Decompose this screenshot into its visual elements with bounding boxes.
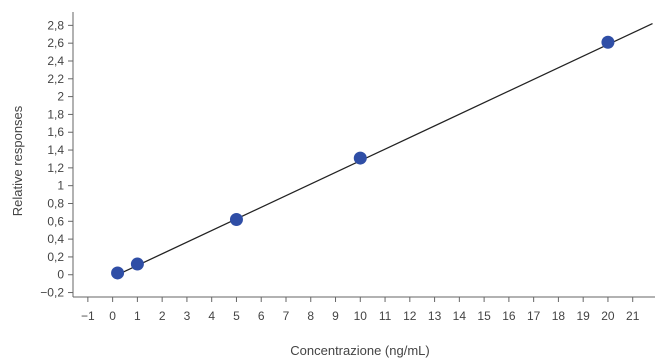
x-tick-label: 1 <box>134 309 141 323</box>
x-tick-label: 2 <box>159 309 166 323</box>
data-point <box>111 266 125 280</box>
data-point <box>130 257 144 271</box>
y-axis-label: Relative responses <box>10 105 25 216</box>
x-tick-label: 20 <box>601 309 615 323</box>
y-tick-label: 1,2 <box>47 161 64 175</box>
x-tick-label: 5 <box>233 309 240 323</box>
y-tick-label: 0,4 <box>47 232 64 246</box>
y-tick-label: 0,8 <box>47 196 64 210</box>
y-tick-label: 0 <box>57 268 64 282</box>
x-tick-label: 7 <box>283 309 290 323</box>
fit-line-group <box>117 22 653 276</box>
x-tick-label: 9 <box>332 309 339 323</box>
y-tick-label: 2,6 <box>47 36 64 50</box>
x-tick-label: 14 <box>453 309 467 323</box>
x-tick-label: 11 <box>379 309 392 323</box>
x-tick-label: 8 <box>307 309 314 323</box>
x-ticks: −1 0 1 2 3 4 5 6 7 8 9 10 11 12 13 14 15 16 17 18 19 20 21 <box>81 297 640 323</box>
y-tick-label: 1,6 <box>47 125 64 139</box>
y-tick-label: −0,2 <box>40 286 64 300</box>
x-tick-label: −1 <box>81 309 95 323</box>
x-axis-label: Concentrazione (ng/mL) <box>290 343 429 358</box>
data-point <box>353 151 367 165</box>
data-points <box>111 35 615 280</box>
y-tick-label: 1 <box>57 179 64 193</box>
x-tick-label: 6 <box>258 309 265 323</box>
y-tick-label: 2,4 <box>47 54 64 68</box>
x-tick-label: 21 <box>626 309 640 323</box>
x-tick-label: 4 <box>208 309 215 323</box>
y-tick-label: 1,4 <box>47 143 64 157</box>
x-tick-label: 15 <box>477 309 491 323</box>
x-tick-label: 19 <box>576 309 590 323</box>
x-tick-label: 3 <box>184 309 191 323</box>
y-tick-label: 2,2 <box>47 72 64 86</box>
x-tick-label: 17 <box>527 309 541 323</box>
y-tick-label: 0,2 <box>47 250 64 264</box>
x-tick-label: 0 <box>109 309 116 323</box>
x-tick-label: 10 <box>354 309 368 323</box>
y-tick-label: 2 <box>57 90 64 104</box>
x-tick-label: 12 <box>403 309 417 323</box>
data-point <box>601 35 615 49</box>
y-tick-label: 0,6 <box>47 214 64 228</box>
regression-line <box>117 22 653 276</box>
y-tick-label: 1,8 <box>47 107 64 121</box>
x-tick-label: 16 <box>502 309 516 323</box>
data-point <box>229 213 243 227</box>
y-tick-label: 2,8 <box>47 18 64 32</box>
x-tick-label: 18 <box>552 309 566 323</box>
x-tick-label: 13 <box>428 309 442 323</box>
y-ticks: −0,2 0 0,2 0,4 0,6 0,8 1 1,2 1,4 1,6 1,8 2 2,2 2,4 2,6… <box>40 18 73 300</box>
